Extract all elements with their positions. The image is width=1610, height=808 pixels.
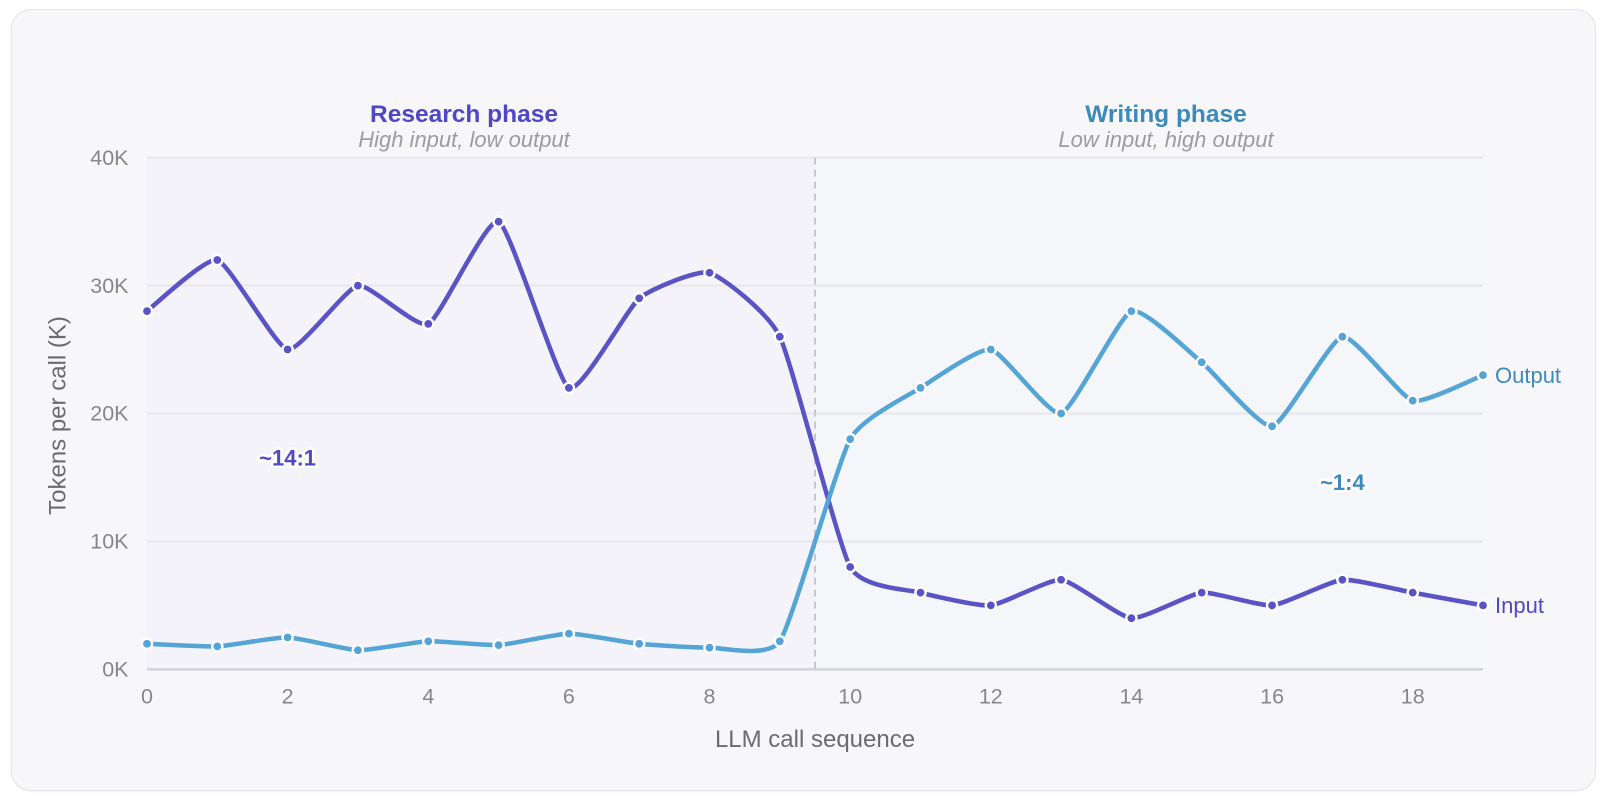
- svg-text:0K: 0K: [102, 658, 129, 682]
- svg-text:18: 18: [1401, 685, 1425, 709]
- svg-text:12: 12: [979, 685, 1003, 709]
- svg-text:0: 0: [141, 685, 153, 709]
- svg-text:LLM call sequence: LLM call sequence: [715, 726, 915, 753]
- svg-text:~1:4: ~1:4: [1320, 470, 1365, 495]
- svg-text:40K: 40K: [90, 146, 129, 170]
- svg-text:10K: 10K: [90, 530, 129, 554]
- svg-text:Tokens per call (K): Tokens per call (K): [45, 316, 72, 515]
- svg-text:10: 10: [838, 685, 862, 709]
- svg-text:High input, low output: High input, low output: [358, 127, 570, 152]
- svg-text:2: 2: [282, 685, 294, 709]
- svg-text:20K: 20K: [90, 402, 129, 426]
- svg-text:Writing phase: Writing phase: [1085, 101, 1247, 128]
- svg-text:16: 16: [1260, 685, 1284, 709]
- svg-text:6: 6: [563, 685, 575, 709]
- svg-text:Input: Input: [1495, 593, 1544, 618]
- svg-text:Research phase: Research phase: [370, 101, 558, 128]
- svg-text:~14:1: ~14:1: [259, 446, 316, 471]
- svg-text:4: 4: [422, 685, 434, 709]
- svg-text:Output: Output: [1495, 363, 1561, 388]
- svg-text:8: 8: [704, 685, 716, 709]
- svg-text:14: 14: [1119, 685, 1143, 709]
- svg-text:Low input, high output: Low input, high output: [1058, 127, 1274, 152]
- svg-text:30K: 30K: [90, 274, 129, 298]
